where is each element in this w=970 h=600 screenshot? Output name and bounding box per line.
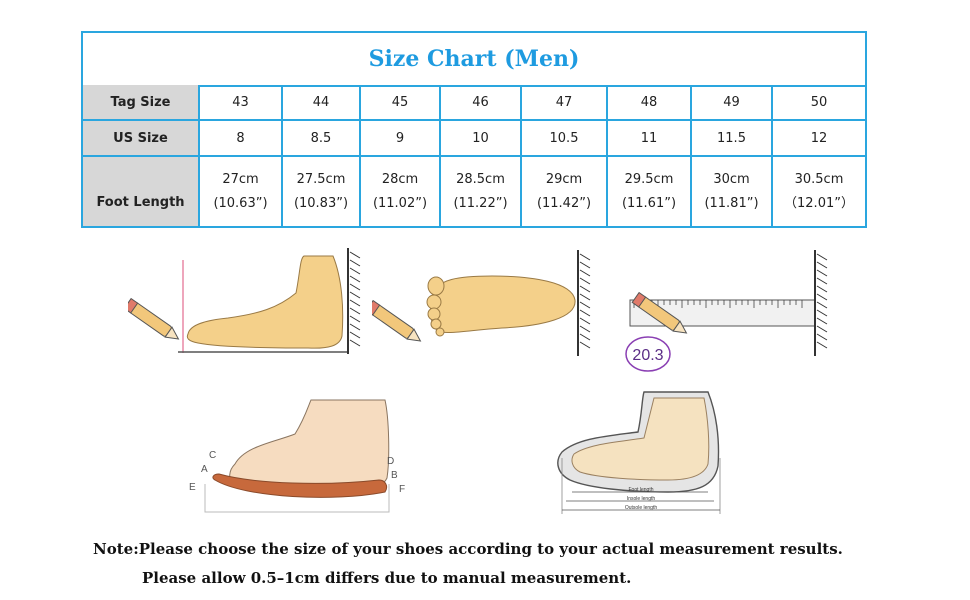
foot-top-measure-illustration bbox=[372, 250, 591, 356]
tag-size-cell: 49 bbox=[690, 85, 773, 121]
us-size-row: US Size 8 8.5 9 10 10.5 11 11.5 12 bbox=[83, 119, 865, 157]
foot-top-icon bbox=[430, 275, 576, 333]
foot-on-insole-icon bbox=[229, 399, 390, 492]
insole-icon bbox=[212, 473, 388, 498]
tag-size-cell: 47 bbox=[520, 85, 608, 121]
pencil-icon bbox=[631, 291, 688, 334]
foot-length-cell: 29cm (11.42”) bbox=[520, 155, 608, 226]
tag-size-cell: 45 bbox=[359, 85, 441, 121]
insole-points-illustration: C A E D B F bbox=[189, 399, 405, 513]
tag-size-cell: 44 bbox=[281, 85, 361, 121]
ruler-reading: 20.3 bbox=[632, 347, 663, 364]
shoe-length-illustration: Foot length Insole length Outsole length bbox=[557, 391, 721, 514]
foot-length-cell: 28cm (11.02”) bbox=[359, 155, 441, 226]
tag-size-cell: 43 bbox=[198, 85, 283, 121]
toes-icon bbox=[426, 276, 445, 337]
size-chart-title-row: Size Chart (Men) bbox=[83, 33, 865, 87]
us-size-cell: 9 bbox=[359, 119, 441, 157]
sole-outline bbox=[204, 484, 390, 513]
foot-side-measure-illustration bbox=[128, 248, 361, 354]
us-size-cell: 12 bbox=[771, 119, 865, 157]
us-size-cell: 10.5 bbox=[520, 119, 608, 157]
us-size-cell: 10 bbox=[439, 119, 522, 157]
row-header-tag-size: Tag Size bbox=[83, 85, 200, 121]
note-line-1: Note:Please choose the size of your shoe… bbox=[93, 540, 843, 558]
point-label-e: E bbox=[189, 482, 196, 493]
foot-length-row: Foot Length 27cm (10.63”) 27.5cm (10.83”) … bbox=[83, 155, 865, 226]
size-chart-table: Size Chart (Men) Tag Size 43 44 45 46 47… bbox=[81, 31, 867, 228]
foot-length-cell: 30.5cm （12.01”） bbox=[771, 155, 865, 226]
us-size-cell: 8 bbox=[198, 119, 283, 157]
us-size-cell: 11 bbox=[606, 119, 692, 157]
ruler-icon bbox=[629, 299, 816, 327]
wall-icon bbox=[814, 250, 828, 356]
point-label-d: D bbox=[387, 456, 394, 467]
row-header-us-size: US Size bbox=[83, 119, 200, 157]
tag-size-cell: 46 bbox=[439, 85, 522, 121]
tag-size-row: Tag Size 43 44 45 46 47 48 49 50 bbox=[83, 85, 865, 121]
foot-length-label: Foot length bbox=[628, 487, 653, 493]
point-label-b: B bbox=[391, 470, 398, 481]
foot-length-cell: 28.5cm (11.22”) bbox=[439, 155, 522, 226]
foot-length-cell: 30cm (11.81”) bbox=[690, 155, 773, 226]
pencil-icon bbox=[372, 299, 422, 342]
foot-length-cell: 27.5cm (10.83”) bbox=[281, 155, 361, 226]
pencil-icon bbox=[128, 297, 180, 340]
ruler-reading-bubble bbox=[625, 336, 671, 372]
note-line-2: Please allow 0.5–1cm differs due to manu… bbox=[142, 569, 632, 587]
foot-length-cell: 27cm (10.63”) bbox=[198, 155, 283, 226]
foot-length-cell: 29.5cm (11.61”) bbox=[606, 155, 692, 226]
us-size-cell: 8.5 bbox=[281, 119, 361, 157]
insole-length-label: Insole length bbox=[627, 496, 656, 502]
point-label-f: F bbox=[399, 484, 405, 495]
foot-side-icon bbox=[186, 255, 344, 349]
tag-size-cell: 48 bbox=[606, 85, 692, 121]
size-chart-title: Size Chart (Men) bbox=[368, 46, 580, 72]
ruler-measure-illustration: 20.3 bbox=[625, 250, 828, 372]
point-label-a: A bbox=[201, 464, 208, 475]
wall-icon bbox=[347, 248, 361, 354]
outsole-length-label: Outsole length bbox=[625, 505, 657, 511]
foot-in-shoe-icon bbox=[571, 397, 710, 481]
tag-size-cell: 50 bbox=[771, 85, 865, 121]
size-grid: Tag Size 43 44 45 46 47 48 49 50 US Size… bbox=[83, 85, 865, 226]
row-header-foot-length: Foot Length bbox=[83, 155, 200, 226]
us-size-cell: 11.5 bbox=[690, 119, 773, 157]
wall-icon bbox=[577, 250, 591, 356]
point-label-c: C bbox=[209, 450, 216, 461]
